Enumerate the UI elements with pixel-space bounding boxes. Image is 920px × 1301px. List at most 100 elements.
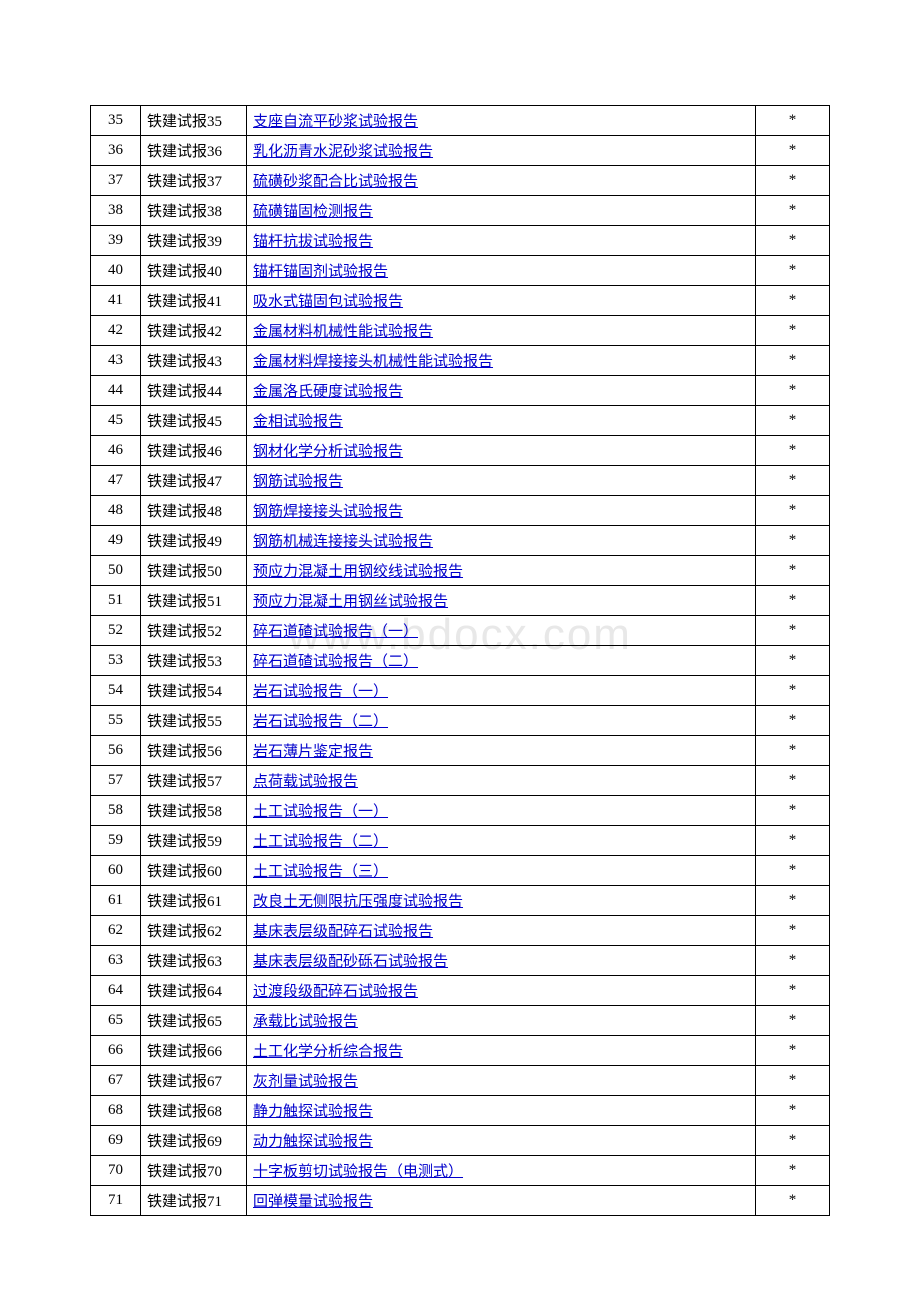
row-mark: * (756, 1186, 830, 1216)
table-row: 43铁建试报43 金属材料焊接接头机械性能试验报告* (91, 346, 830, 376)
row-mark: * (756, 106, 830, 136)
row-name-cell: 土工试验报告（二） (247, 826, 756, 856)
row-index: 62 (91, 916, 141, 946)
report-link[interactable]: 碎石道碴试验报告（二） (253, 654, 418, 670)
table-row: 62铁建试报62 基床表层级配碎石试验报告* (91, 916, 830, 946)
row-code: 铁建试报41 (141, 286, 247, 316)
row-index: 56 (91, 736, 141, 766)
report-link[interactable]: 岩石试验报告（一） (253, 684, 388, 700)
report-link[interactable]: 预应力混凝土用钢丝试验报告 (253, 594, 448, 610)
row-index: 71 (91, 1186, 141, 1216)
table-row: 47铁建试报47 钢筋试验报告* (91, 466, 830, 496)
row-index: 60 (91, 856, 141, 886)
report-link[interactable]: 碎石道碴试验报告（一） (253, 624, 418, 640)
row-mark: * (756, 1036, 830, 1066)
report-link[interactable]: 改良土无侧限抗压强度试验报告 (253, 894, 463, 910)
row-mark: * (756, 406, 830, 436)
row-code: 铁建试报43 (141, 346, 247, 376)
row-name-cell: 金属材料焊接接头机械性能试验报告 (247, 346, 756, 376)
report-link[interactable]: 基床表层级配碎石试验报告 (253, 924, 433, 940)
report-link[interactable]: 土工化学分析综合报告 (253, 1044, 403, 1060)
row-index: 68 (91, 1096, 141, 1126)
table-row: 41铁建试报41 吸水式锚固包试验报告* (91, 286, 830, 316)
row-code: 铁建试报67 (141, 1066, 247, 1096)
report-link[interactable]: 基床表层级配砂砾石试验报告 (253, 954, 448, 970)
report-link[interactable]: 土工试验报告（三） (253, 864, 388, 880)
row-name-cell: 钢筋试验报告 (247, 466, 756, 496)
table-body: 35铁建试报35 支座自流平砂浆试验报告*36铁建试报36 乳化沥青水泥砂浆试验… (91, 106, 830, 1216)
report-link[interactable]: 土工试验报告（一） (253, 804, 388, 820)
row-index: 66 (91, 1036, 141, 1066)
report-link[interactable]: 预应力混凝土用钢绞线试验报告 (253, 564, 463, 580)
report-link[interactable]: 支座自流平砂浆试验报告 (253, 114, 418, 130)
report-link[interactable]: 岩石薄片鉴定报告 (253, 744, 373, 760)
report-link[interactable]: 钢筋焊接接头试验报告 (253, 504, 403, 520)
report-link[interactable]: 金属材料机械性能试验报告 (253, 324, 433, 340)
table-row: 50铁建试报50 预应力混凝土用钢绞线试验报告* (91, 556, 830, 586)
table-row: 68铁建试报68 静力触探试验报告* (91, 1096, 830, 1126)
report-link[interactable]: 静力触探试验报告 (253, 1104, 373, 1120)
report-link[interactable]: 土工试验报告（二） (253, 834, 388, 850)
row-name-cell: 锚杆抗拔试验报告 (247, 226, 756, 256)
row-mark: * (756, 526, 830, 556)
row-name-cell: 岩石薄片鉴定报告 (247, 736, 756, 766)
row-name-cell: 土工试验报告（三） (247, 856, 756, 886)
row-index: 46 (91, 436, 141, 466)
report-link[interactable]: 金属洛氏硬度试验报告 (253, 384, 403, 400)
row-code: 铁建试报40 (141, 256, 247, 286)
row-code: 铁建试报61 (141, 886, 247, 916)
report-link[interactable]: 钢筋机械连接接头试验报告 (253, 534, 433, 550)
row-index: 37 (91, 166, 141, 196)
report-link[interactable]: 金属材料焊接接头机械性能试验报告 (253, 354, 493, 370)
report-link[interactable]: 岩石试验报告（二） (253, 714, 388, 730)
row-code: 铁建试报68 (141, 1096, 247, 1126)
report-link[interactable]: 动力触探试验报告 (253, 1134, 373, 1150)
row-code: 铁建试报50 (141, 556, 247, 586)
table-row: 60铁建试报60 土工试验报告（三）* (91, 856, 830, 886)
report-link[interactable]: 十字板剪切试验报告（电测式） (253, 1164, 463, 1180)
row-mark: * (756, 226, 830, 256)
row-name-cell: 灰剂量试验报告 (247, 1066, 756, 1096)
row-index: 49 (91, 526, 141, 556)
table-row: 69铁建试报69 动力触探试验报告* (91, 1126, 830, 1156)
row-code: 铁建试报49 (141, 526, 247, 556)
row-index: 57 (91, 766, 141, 796)
row-index: 35 (91, 106, 141, 136)
table-row: 36铁建试报36 乳化沥青水泥砂浆试验报告* (91, 136, 830, 166)
report-link[interactable]: 硫磺锚固检测报告 (253, 204, 373, 220)
row-index: 52 (91, 616, 141, 646)
report-link[interactable]: 过渡段级配碎石试验报告 (253, 984, 418, 1000)
row-name-cell: 预应力混凝土用钢绞线试验报告 (247, 556, 756, 586)
report-link[interactable]: 点荷载试验报告 (253, 774, 358, 790)
row-index: 51 (91, 586, 141, 616)
table-row: 44铁建试报44 金属洛氏硬度试验报告* (91, 376, 830, 406)
report-link[interactable]: 硫磺砂浆配合比试验报告 (253, 174, 418, 190)
report-link[interactable]: 钢材化学分析试验报告 (253, 444, 403, 460)
report-link[interactable]: 锚杆锚固剂试验报告 (253, 264, 388, 280)
row-mark: * (756, 496, 830, 526)
report-link[interactable]: 吸水式锚固包试验报告 (253, 294, 403, 310)
report-link[interactable]: 锚杆抗拔试验报告 (253, 234, 373, 250)
row-name-cell: 钢筋焊接接头试验报告 (247, 496, 756, 526)
row-name-cell: 基床表层级配砂砾石试验报告 (247, 946, 756, 976)
report-link[interactable]: 灰剂量试验报告 (253, 1074, 358, 1090)
report-link[interactable]: 金相试验报告 (253, 414, 343, 430)
table-row: 63铁建试报63 基床表层级配砂砾石试验报告* (91, 946, 830, 976)
row-mark: * (756, 376, 830, 406)
row-index: 67 (91, 1066, 141, 1096)
report-link[interactable]: 乳化沥青水泥砂浆试验报告 (253, 144, 433, 160)
row-mark: * (756, 436, 830, 466)
row-name-cell: 承载比试验报告 (247, 1006, 756, 1036)
row-mark: * (756, 346, 830, 376)
row-name-cell: 岩石试验报告（一） (247, 676, 756, 706)
table-row: 48铁建试报48 钢筋焊接接头试验报告* (91, 496, 830, 526)
row-name-cell: 碎石道碴试验报告（一） (247, 616, 756, 646)
report-link[interactable]: 回弹模量试验报告 (253, 1194, 373, 1210)
row-mark: * (756, 826, 830, 856)
report-link[interactable]: 承载比试验报告 (253, 1014, 358, 1030)
report-link[interactable]: 钢筋试验报告 (253, 474, 343, 490)
row-code: 铁建试报60 (141, 856, 247, 886)
row-code: 铁建试报57 (141, 766, 247, 796)
row-mark: * (756, 886, 830, 916)
table-row: 70铁建试报70 十字板剪切试验报告（电测式）* (91, 1156, 830, 1186)
